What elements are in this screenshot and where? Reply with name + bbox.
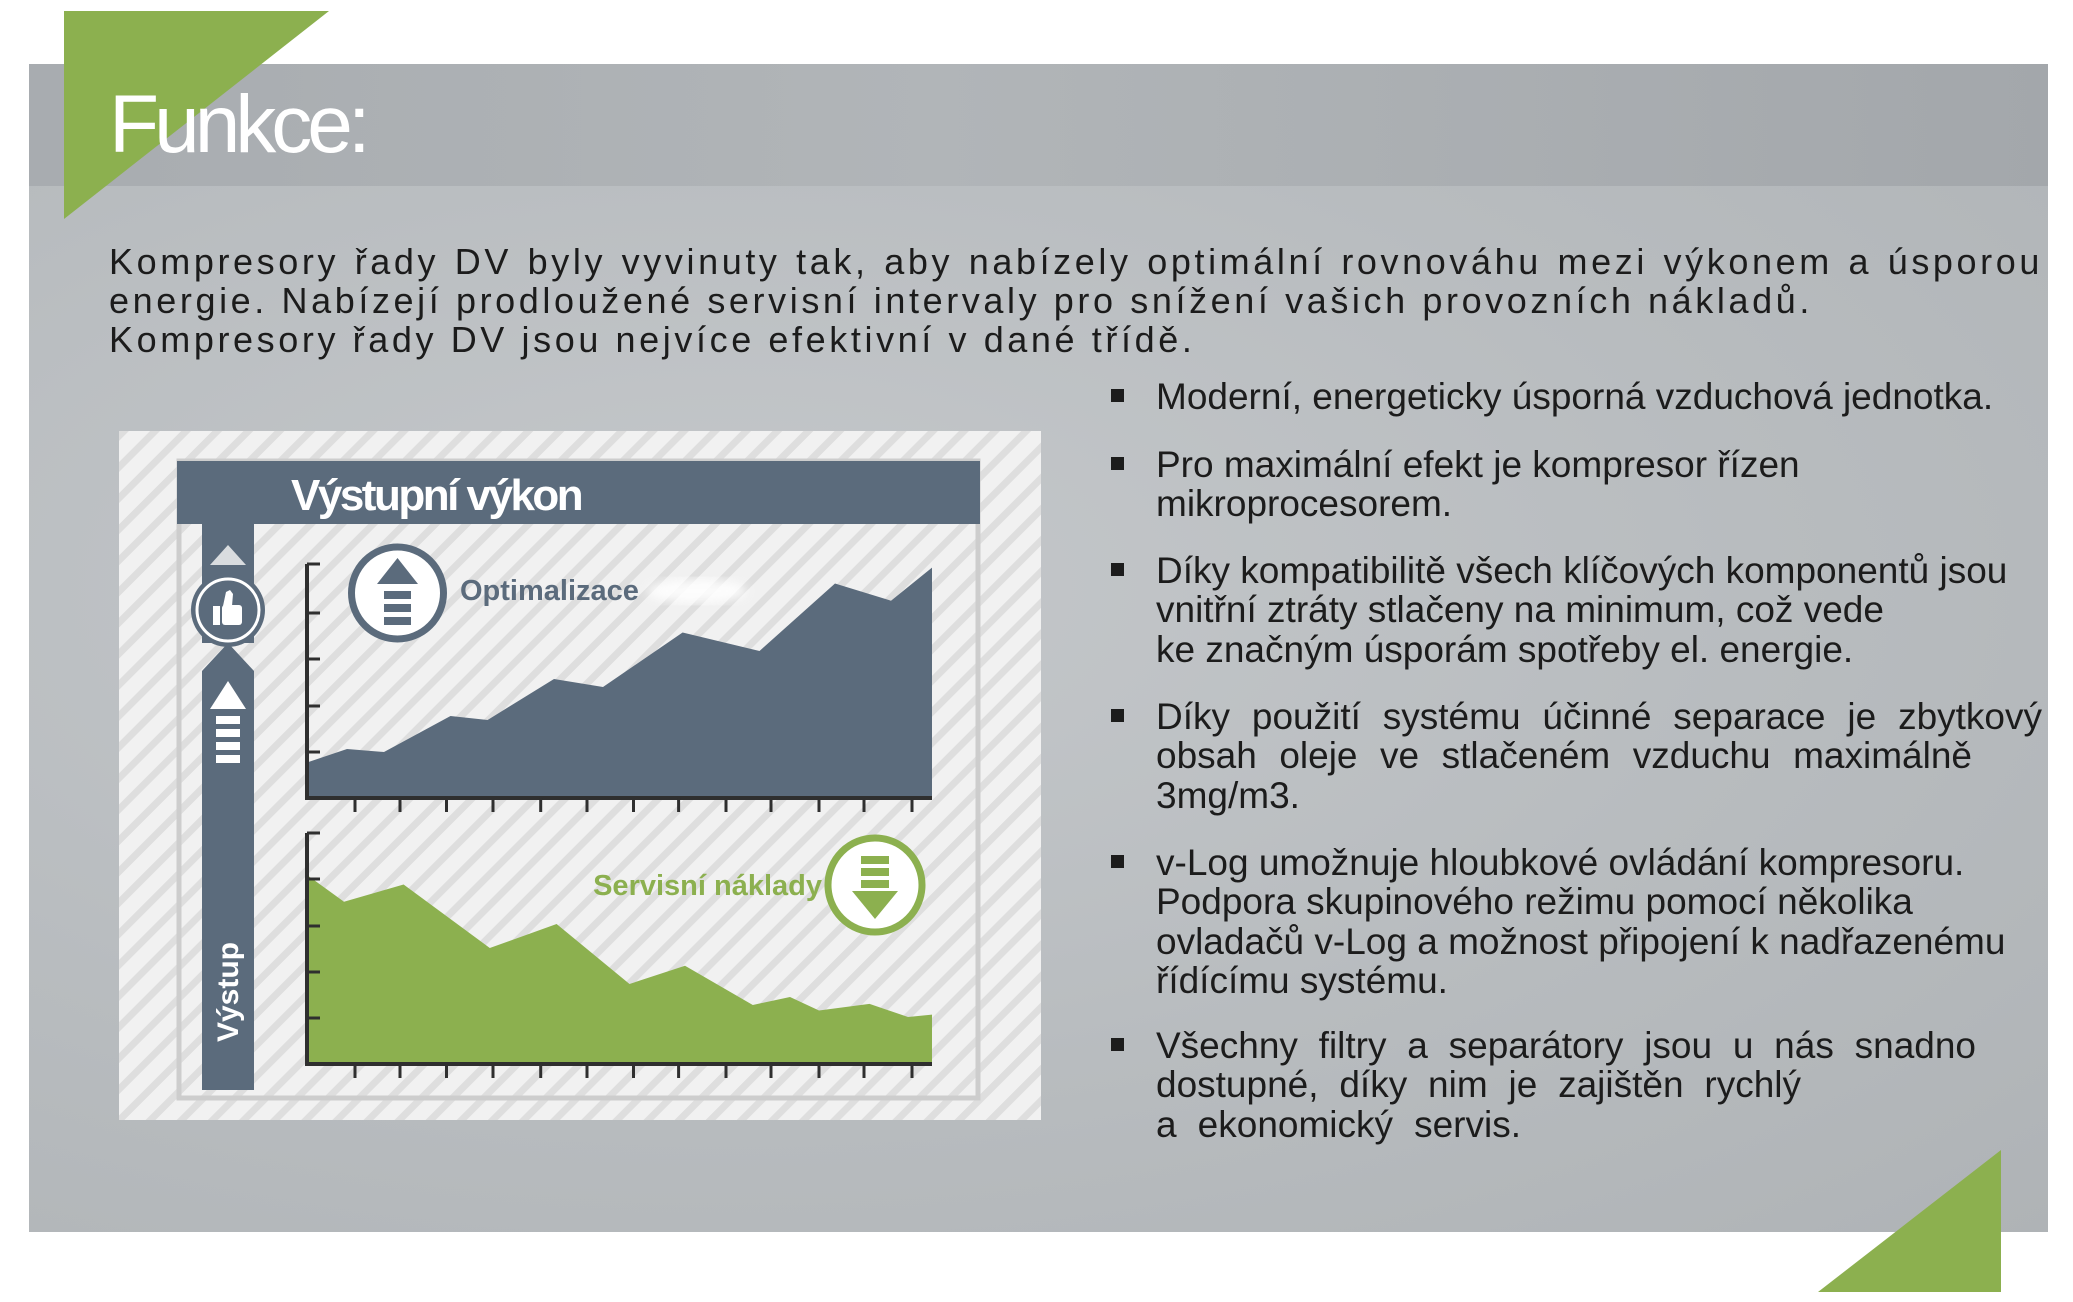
feature-line: ke značným úsporám spotřeby el. energie.: [1156, 628, 1854, 670]
label-glow: [647, 579, 747, 603]
bar-notch-left: [202, 643, 228, 671]
upper-y-ticks: [307, 562, 320, 754]
thumbs-up-icon: [191, 573, 265, 647]
feature-item: Díky použití systému účinné separace je …: [1111, 695, 2044, 816]
feature-line: Pro maximální efekt je kompresor řízen: [1156, 443, 1800, 485]
page-title: Funkce:: [109, 79, 371, 170]
bullet-square: [1111, 854, 1124, 868]
infographic-title-bar: [177, 461, 980, 524]
optimization-label: Optimalizace: [460, 575, 639, 607]
feature-line: Podpora skupinového režimu pomocí několi…: [1156, 881, 1913, 922]
upper-x-ticks: [353, 798, 914, 812]
lower-x-ticks: [353, 1064, 914, 1078]
arrow-up-icon: [348, 543, 447, 643]
feature-line: obsah oleje ve stlačeném vzduchu maximál…: [1156, 735, 1972, 776]
header-band: [29, 64, 2048, 186]
performance-infographic: Výstupní výkon Výstup Optimalizace: [119, 431, 1041, 1120]
intro-line: Kompresory řady DV byly vyvinuty tak, ab…: [109, 241, 2043, 282]
feature-item: Pro maximální efekt je kompresor řízen m…: [1111, 443, 2044, 524]
intro-line: energie. Nabízejí prodloužené servisní i…: [109, 280, 1813, 321]
feature-line: Všechny filtry a separátory jsou u nás s…: [1156, 1024, 1976, 1066]
bullet-square: [1111, 1037, 1124, 1051]
feature-item: Díky kompatibilitě všech klíčových kompo…: [1111, 549, 2044, 670]
output-axis-label: Výstup: [212, 942, 245, 1042]
service-costs-label: Servisní náklady: [593, 870, 822, 902]
performance-area: [307, 567, 932, 798]
chevron-up-icon: [210, 545, 246, 565]
feature-line: mikroprocesorem.: [1156, 483, 1453, 524]
feature-line: v-Log umožnuje hloubkové ovládání kompre…: [1156, 841, 1965, 883]
arrow-up-stripes-icon: [210, 681, 246, 763]
feature-line: Moderní, energeticky úsporná vzduchová j…: [1156, 376, 1994, 417]
upper-axis: [305, 564, 932, 800]
intro-line: Kompresory řady DV jsou nejvíce efektivn…: [109, 319, 1196, 360]
intro-paragraph: Kompresory řady DV byly vyvinuty tak, ab…: [109, 242, 2043, 359]
service-cost-area: [307, 875, 932, 1064]
bullet-square: [1111, 562, 1124, 576]
feature-item: v-Log umožnuje hloubkové ovládání kompre…: [1111, 841, 2044, 1001]
bullet-square: [1111, 708, 1124, 722]
arrow-down-icon: [824, 834, 926, 936]
feature-line: dostupné, díky nim je zajištěn rychlý: [1156, 1064, 1801, 1105]
feature-line: Díky použití systému účinné separace je …: [1156, 695, 2042, 737]
lower-y-ticks: [307, 831, 320, 1020]
feature-line: ovladačů v-Log a možnost připojení k nad…: [1156, 920, 2006, 962]
bar-notch-right: [228, 643, 254, 671]
feature-item: Všechny filtry a separátory jsou u nás s…: [1111, 1024, 2044, 1145]
feature-item: Moderní, energeticky úsporná vzduchová j…: [1111, 376, 2044, 417]
lower-axis: [305, 833, 932, 1066]
feature-line: vnitřní ztráty stlačeny na minimum, což …: [1156, 589, 1884, 630]
feature-line: řídícímu systému.: [1156, 960, 1448, 1001]
bullet-square: [1111, 456, 1124, 470]
feature-line: Díky kompatibilitě všech klíčových kompo…: [1156, 549, 2008, 591]
infographic-title: Výstupní výkon: [291, 471, 582, 520]
feature-line: 3mg/m3.: [1156, 774, 1300, 816]
bullet-square: [1111, 389, 1124, 402]
feature-line: a ekonomický servis.: [1156, 1103, 1521, 1145]
